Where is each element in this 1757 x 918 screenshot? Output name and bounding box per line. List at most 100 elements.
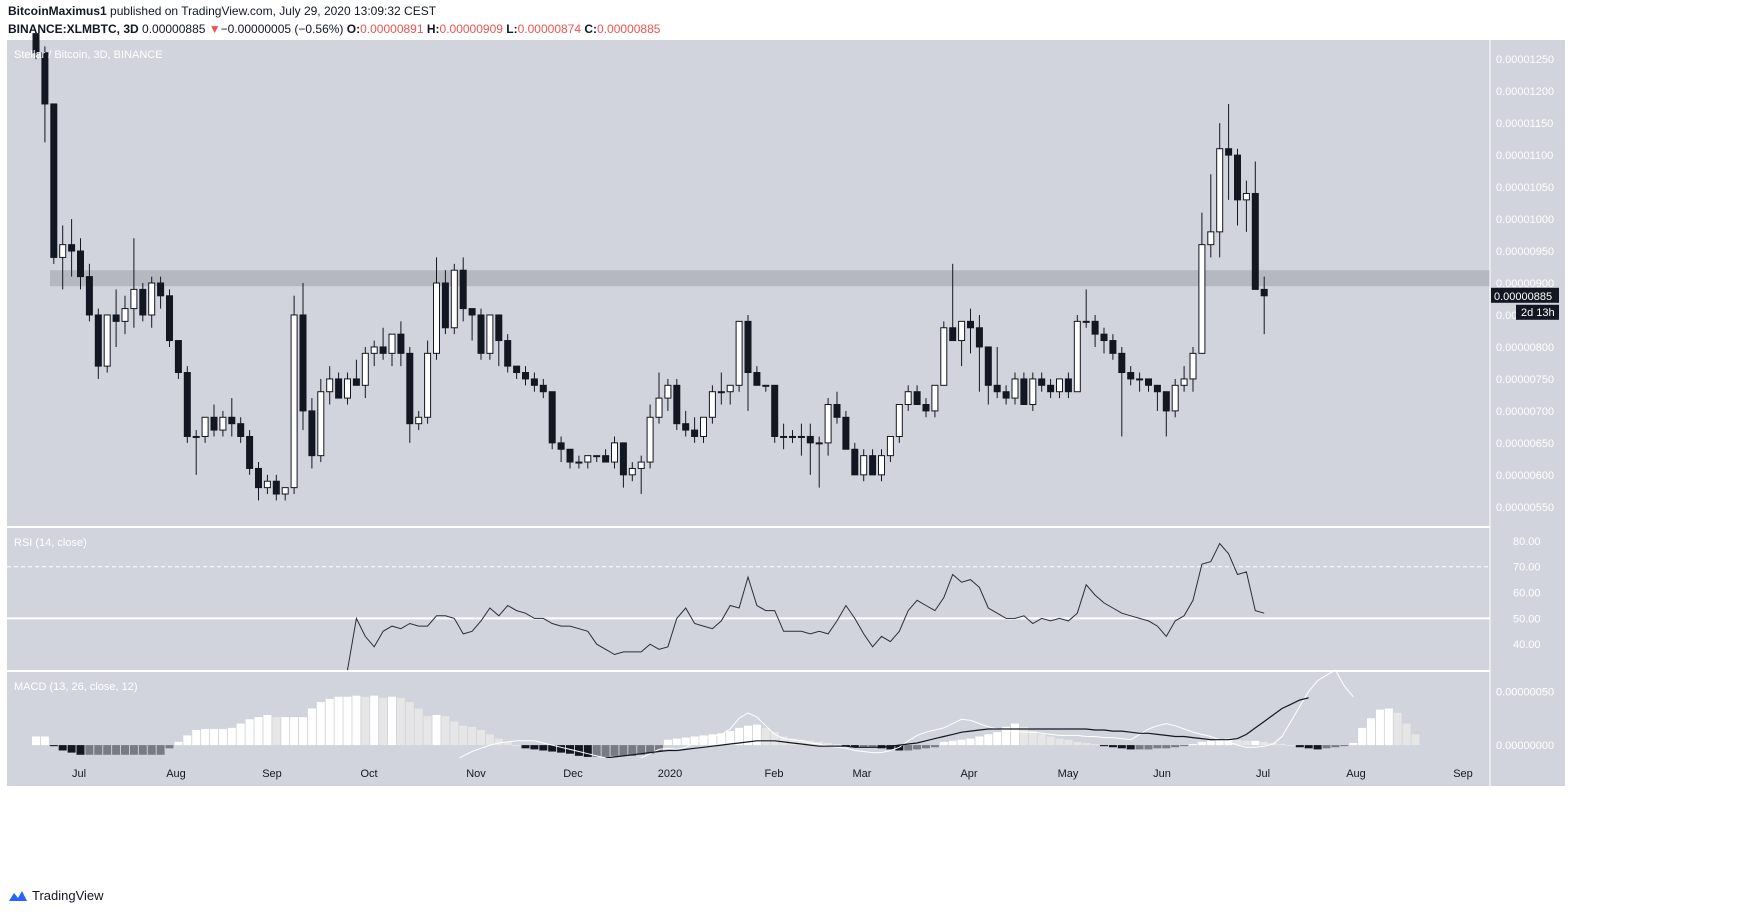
- candle-body: [139, 288, 147, 316]
- macd-histogram-bar: [299, 717, 307, 746]
- macd-histogram-bar: [993, 732, 1002, 746]
- resistance-zone: [50, 270, 1490, 287]
- rsi-pane-background: [7, 528, 1490, 670]
- candle-body: [1002, 391, 1010, 399]
- candle-body: [1260, 288, 1268, 297]
- macd-histogram-bar: [49, 745, 58, 747]
- time-axis-label: May: [1058, 768, 1079, 780]
- candle-body: [602, 455, 610, 463]
- macd-histogram-bar: [1375, 709, 1384, 746]
- high-value: 0.00000909: [439, 22, 503, 36]
- macd-pane-title: MACD (13, 26, close, 12): [14, 681, 138, 693]
- footer: TradingView: [8, 888, 104, 903]
- candle-body: [459, 269, 467, 310]
- candle-body: [655, 397, 663, 418]
- candle-body: [700, 416, 707, 437]
- macd-histogram-bar: [761, 727, 770, 746]
- candle-body: [949, 327, 957, 342]
- macd-histogram-bar: [1037, 734, 1046, 746]
- macd-histogram-bar: [548, 745, 557, 752]
- macd-histogram-bar: [859, 745, 868, 748]
- macd-histogram-bar: [1189, 744, 1197, 746]
- macd-histogram-bar: [1393, 712, 1402, 746]
- candle-body: [32, 33, 40, 54]
- price-tick-label: 0.00000900: [1496, 278, 1554, 290]
- time-axis-label: 2020: [658, 768, 682, 780]
- macd-histogram-bar: [1091, 744, 1100, 746]
- candle-body: [815, 442, 823, 445]
- macd-histogram-bar: [779, 736, 788, 746]
- candle-body: [1234, 154, 1241, 201]
- candle-body: [762, 384, 770, 387]
- author-name[interactable]: BitcoinMaximus1: [8, 4, 107, 18]
- time-axis-label: Sep: [262, 768, 282, 780]
- macd-axis-ticks: 0.00000050 0.00000000: [1496, 686, 1554, 752]
- price-tick-label: 0.00000550: [1496, 502, 1554, 514]
- macd-histogram-bar: [40, 736, 49, 746]
- candle-body: [735, 320, 743, 386]
- macd-histogram-bar: [539, 745, 548, 751]
- candle-body: [611, 442, 618, 463]
- candle-body: [103, 314, 111, 367]
- candle-body: [237, 423, 245, 437]
- macd-histogram-bar: [112, 745, 121, 755]
- macd-histogram-bar: [201, 728, 210, 746]
- candle-body: [219, 416, 227, 431]
- macd-histogram-bar: [975, 736, 984, 746]
- macd-histogram-bar: [1242, 740, 1251, 746]
- candle-body: [41, 52, 49, 105]
- macd-histogram-bar: [138, 745, 147, 755]
- candle-body: [246, 435, 254, 469]
- macd-histogram-bar: [76, 745, 85, 755]
- candle-body: [708, 391, 716, 418]
- candle-body: [433, 282, 440, 354]
- candle-body: [1153, 384, 1161, 393]
- macd-histogram-bar: [379, 697, 388, 746]
- macd-signal-line: [605, 697, 1309, 759]
- rsi-axis-ticks: 80.00 70.00 60.00 50.00 40.00: [1513, 536, 1541, 651]
- price-axis-ticks: 0.00001250 0.00001200 0.00001150 0.00001100…: [1496, 54, 1554, 514]
- candle-body: [1082, 320, 1090, 323]
- candle-body: [77, 250, 84, 278]
- candle-body: [1225, 148, 1233, 156]
- candle-body: [869, 455, 877, 476]
- macd-histogram-bar: [868, 745, 877, 748]
- candle-body: [593, 455, 601, 458]
- candle-body: [1064, 378, 1072, 393]
- candle-body: [59, 244, 67, 258]
- time-axis-label: Nov: [466, 768, 486, 780]
- macd-histogram-bar: [619, 745, 628, 756]
- price-tick-label: 0.00000800: [1496, 342, 1554, 354]
- candle-body: [1216, 148, 1224, 233]
- candle-body: [682, 423, 690, 431]
- rsi-tick-label: 50.00: [1513, 613, 1541, 625]
- macd-histogram-bar: [485, 734, 494, 746]
- macd-histogram-bar: [530, 745, 539, 750]
- macd-histogram-bar: [210, 728, 218, 746]
- time-axis-label: Aug: [1346, 768, 1366, 780]
- last-price: 0.00000885: [142, 22, 206, 36]
- candle-body: [967, 320, 974, 329]
- macd-histogram-bar: [307, 708, 316, 746]
- last-price-tag-label: 0.00000885: [1494, 291, 1552, 303]
- macd-histogram-bar: [1055, 738, 1064, 746]
- macd-histogram-bar: [1233, 739, 1242, 746]
- macd-histogram-bar: [263, 715, 272, 746]
- candle-body: [575, 461, 583, 464]
- macd-histogram-bar: [1411, 734, 1420, 746]
- macd-histogram-bar: [254, 717, 263, 746]
- candle-body: [299, 314, 307, 412]
- candle-body: [878, 455, 885, 476]
- macd-histogram-bar: [1028, 731, 1037, 746]
- macd-histogram-bar: [227, 727, 236, 746]
- macd-histogram-bar: [930, 745, 939, 748]
- rsi-pane: RSI (14, close): [7, 528, 1490, 671]
- macd-histogram-bar: [726, 731, 735, 746]
- macd-tick-label: 0.00000050: [1496, 686, 1554, 698]
- candle-body: [335, 378, 343, 399]
- macd-histogram-bar: [432, 715, 441, 746]
- footer-brand[interactable]: TradingView: [32, 888, 104, 903]
- macd-histogram-bar: [1082, 742, 1091, 746]
- macd-histogram-bar: [1135, 745, 1144, 750]
